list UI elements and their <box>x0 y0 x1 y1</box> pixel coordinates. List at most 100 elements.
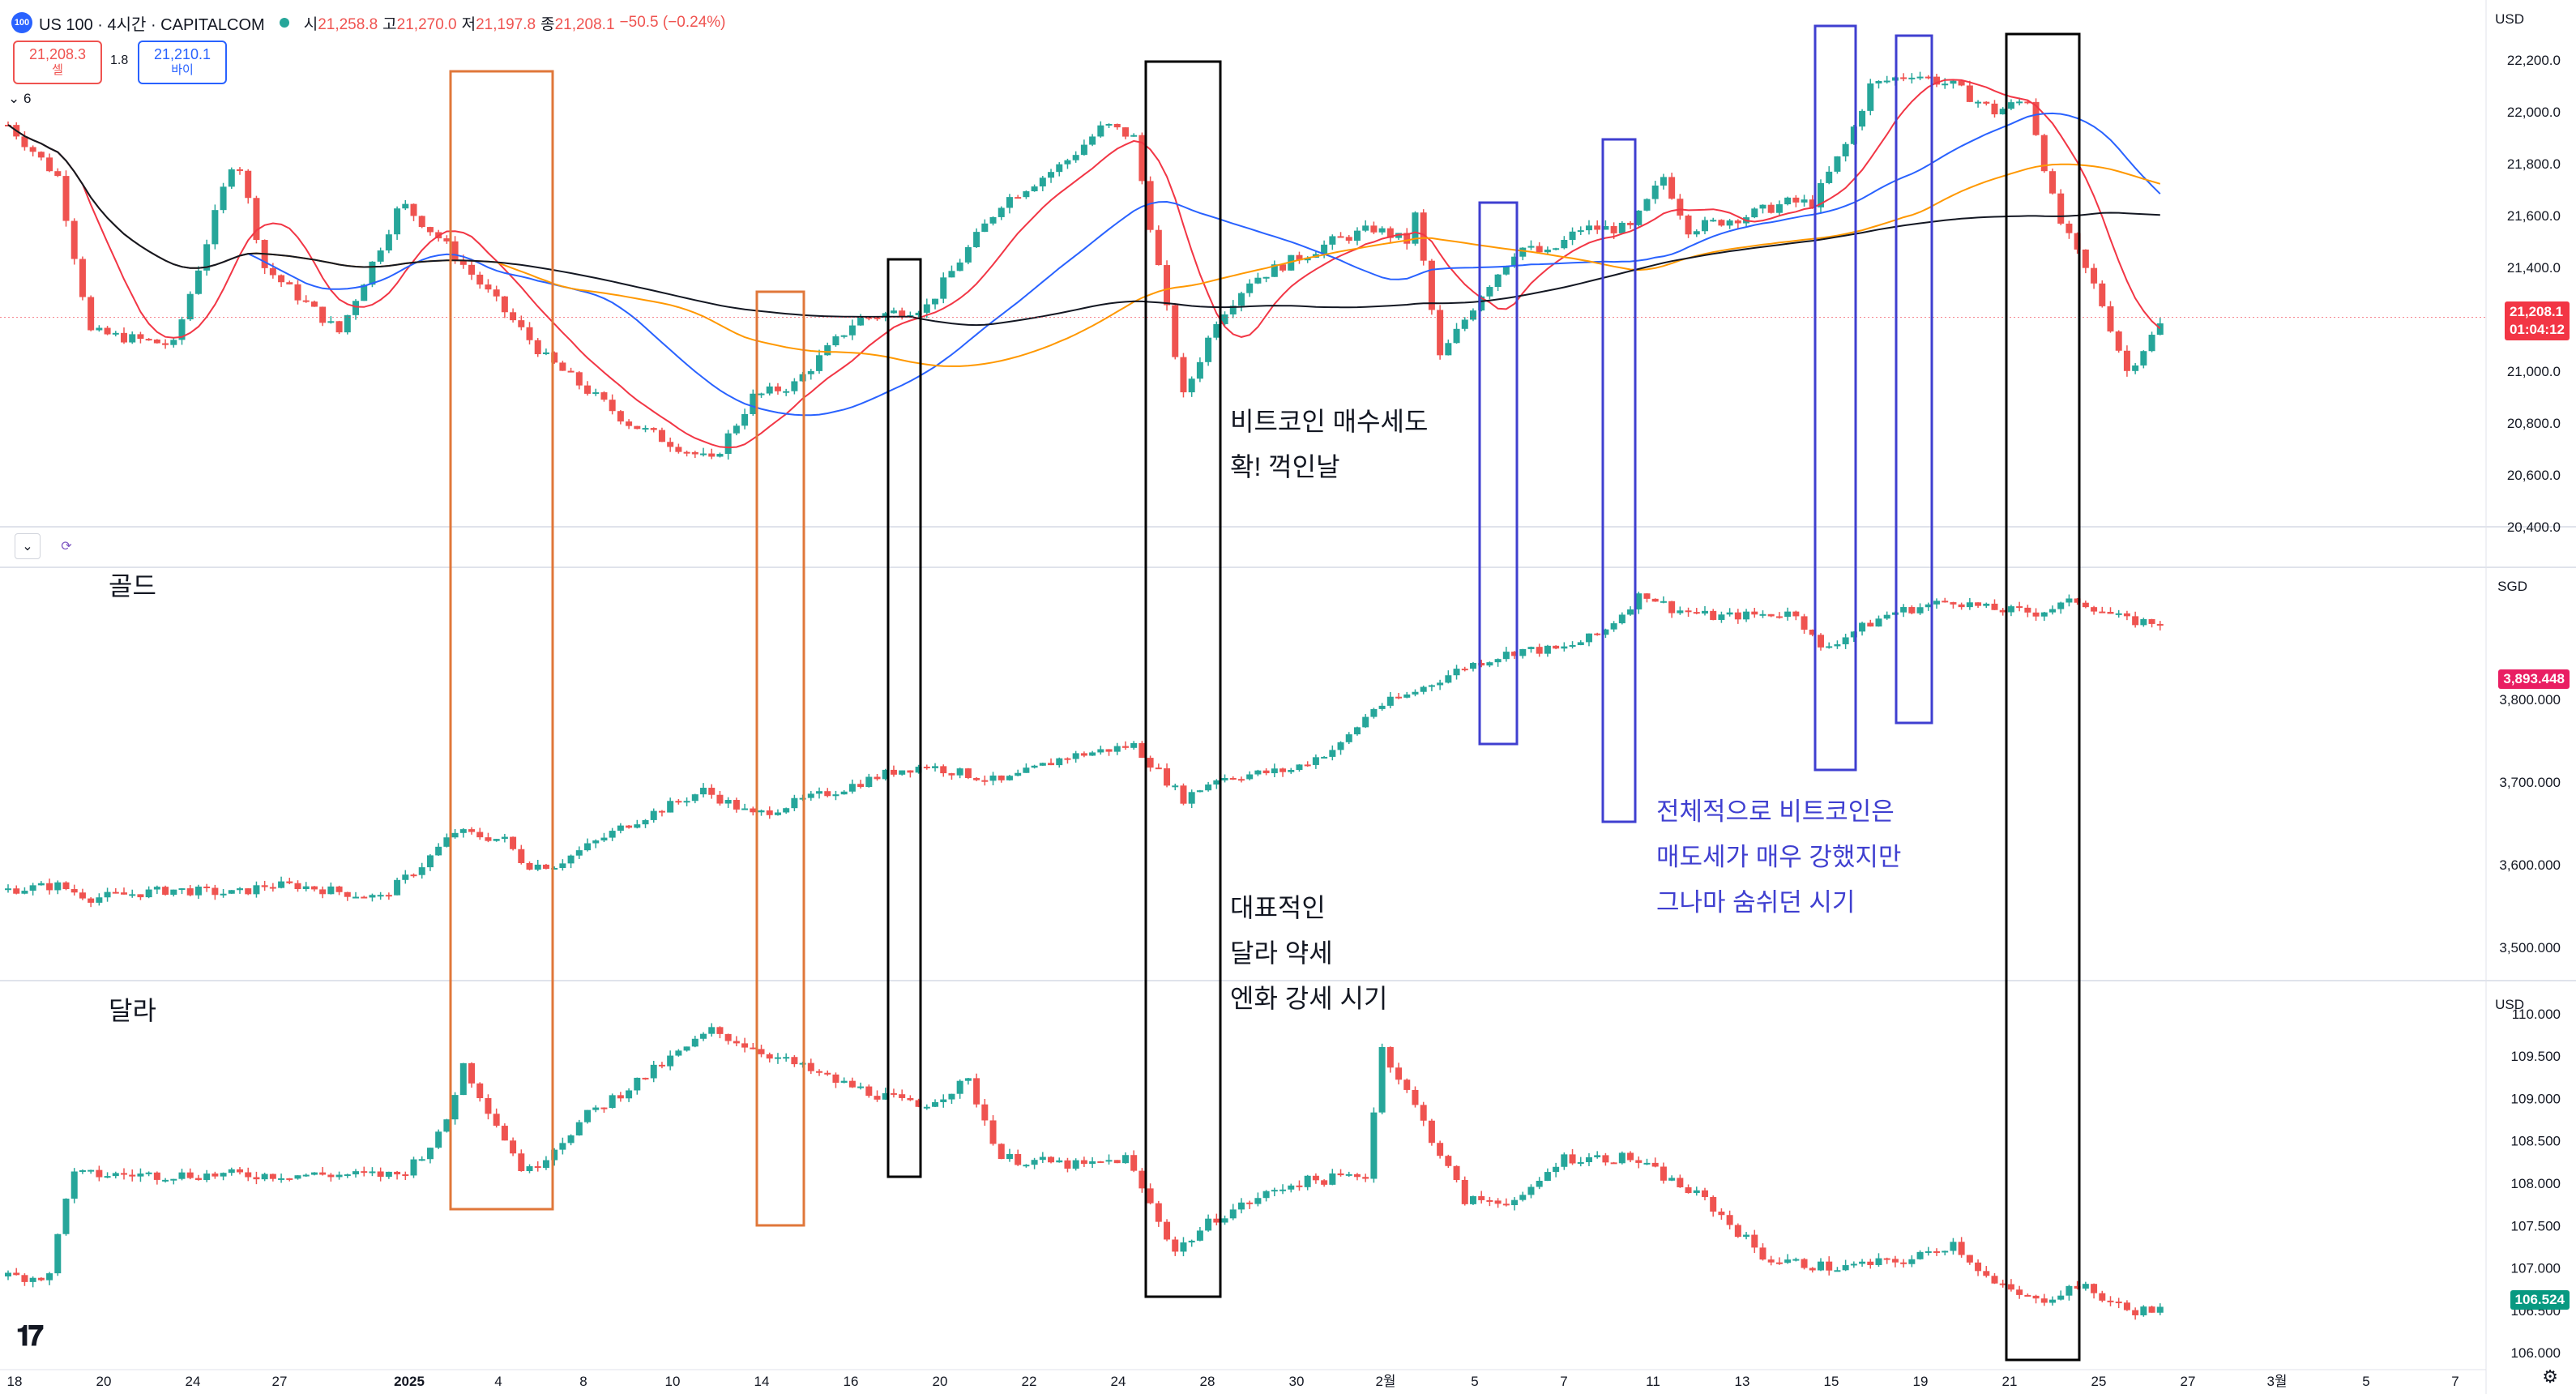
main-currency-label[interactable]: USD <box>2495 11 2524 27</box>
candle-body <box>783 808 790 813</box>
candle-body <box>1775 204 1783 213</box>
time-tick-label: 8 <box>579 1374 587 1389</box>
chevron-down-icon: ⌄ <box>8 91 20 106</box>
buy-button[interactable]: 21,210.1 바이 <box>138 41 227 84</box>
candle-body <box>1378 705 1386 709</box>
indicators-toggle[interactable]: ⌄ 6 <box>8 91 31 107</box>
candle-body <box>2024 1294 2031 1297</box>
candle-body <box>1867 1261 1874 1265</box>
candle-body <box>1809 1268 1816 1271</box>
candle-body <box>1958 80 1965 86</box>
candle-body <box>932 766 939 768</box>
candle-body <box>1817 182 1824 207</box>
candle-body <box>1362 1177 1369 1179</box>
candle-body <box>294 1175 301 1179</box>
candle-body <box>964 768 972 778</box>
candle-body <box>310 886 318 890</box>
candle-body <box>1221 1218 1228 1223</box>
candle-body <box>1072 155 1079 160</box>
candle-body <box>1859 1261 1866 1264</box>
candle-body <box>1213 1218 1220 1223</box>
candle-body <box>1494 274 1502 288</box>
candle-body <box>1685 1187 1692 1194</box>
candle-body <box>1403 694 1411 698</box>
candle-body <box>1205 1218 1212 1231</box>
candle-body <box>410 203 417 216</box>
highlight-box <box>1478 201 1519 746</box>
candle-body <box>402 874 409 880</box>
y-tick-label: 3,700.000 <box>2499 775 2561 790</box>
candle-body <box>907 1097 914 1101</box>
candle-body <box>1006 776 1013 780</box>
symbol-title[interactable]: US 100 · 4시간 · CAPITALCOM <box>39 15 265 34</box>
candle-body <box>335 1174 343 1178</box>
candle-body <box>626 1090 633 1099</box>
candle-body <box>1891 1259 1899 1263</box>
time-tick-label: 27 <box>2181 1374 2196 1389</box>
candle-body <box>1817 635 1824 648</box>
candle-body <box>882 769 889 780</box>
candle-body <box>890 769 897 775</box>
candle-body <box>2040 1298 2048 1303</box>
candle-body <box>617 1095 624 1099</box>
candle-body <box>1321 756 1328 759</box>
time-tick-label: 22 <box>1022 1374 1037 1389</box>
candle-body <box>1321 244 1328 254</box>
candle-body <box>807 1062 814 1071</box>
dollar-pane-title: 달라 <box>109 996 156 1025</box>
candle-body <box>816 1071 823 1073</box>
sell-button[interactable]: 21,208.3 셀 <box>13 41 102 84</box>
pane-collapse-button[interactable]: ⌄ <box>15 533 41 559</box>
y-tick-label: 3,800.000 <box>2499 692 2561 708</box>
candle-body <box>766 810 773 815</box>
dollar-currency-label[interactable]: USD <box>2495 997 2524 1012</box>
candle-body <box>807 793 814 798</box>
time-tick-label: 13 <box>1735 1374 1750 1389</box>
candle-body <box>62 176 70 221</box>
candle-body <box>1544 1172 1551 1182</box>
candle-body <box>1345 734 1352 742</box>
candle-body <box>542 352 549 355</box>
candle-body <box>1950 602 1957 605</box>
candle-body <box>658 810 665 813</box>
candle-body <box>1660 177 1667 186</box>
sync-button[interactable]: ⟳ <box>53 533 79 559</box>
candle-body <box>220 893 227 896</box>
buy-label: 바이 <box>171 63 194 77</box>
candle-body <box>485 284 492 290</box>
settings-gear-icon[interactable]: ⚙ <box>2542 1366 2558 1387</box>
candle-body <box>1718 220 1725 226</box>
candle-body <box>1792 611 1800 617</box>
candle-body <box>79 892 86 899</box>
candle-body <box>121 892 128 895</box>
gold-currency-label[interactable]: SGD <box>2497 579 2527 594</box>
candle-body <box>1544 645 1551 654</box>
candle-body <box>783 391 790 393</box>
tradingview-logo-icon[interactable]: 𝟏𝟕 <box>16 1321 44 1352</box>
candle-body <box>186 1172 194 1178</box>
candle-body <box>1668 177 1676 199</box>
candle-body <box>1718 1212 1725 1216</box>
candle-body <box>1271 264 1278 277</box>
candle-body <box>1942 83 1949 86</box>
highlight-box <box>886 258 922 1178</box>
candle-body <box>352 896 360 899</box>
candle-body <box>1594 633 1601 635</box>
candle-body <box>2107 306 2114 331</box>
candle-body <box>899 310 906 317</box>
y-tick-label: 110.000 <box>2512 1007 2561 1022</box>
candle-body <box>2148 618 2155 624</box>
candle-body <box>750 808 757 813</box>
candle-body <box>1213 323 1220 338</box>
candle-body <box>1370 1112 1378 1179</box>
candle-body <box>451 832 459 838</box>
candle-body <box>46 883 53 891</box>
candle-body <box>13 1272 20 1276</box>
candle-body <box>1056 1160 1063 1163</box>
candle-body <box>907 770 914 773</box>
candle-body <box>1817 1261 1824 1271</box>
candle-body <box>2091 267 2098 284</box>
candle-body <box>1345 1174 1352 1176</box>
